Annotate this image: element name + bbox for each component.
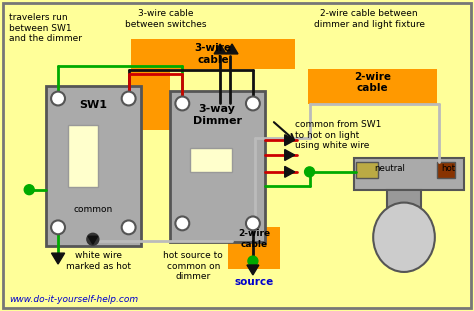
Bar xyxy=(228,227,280,269)
Polygon shape xyxy=(285,135,295,146)
Bar xyxy=(46,86,141,246)
Polygon shape xyxy=(247,265,259,275)
Bar xyxy=(68,125,98,187)
Text: neutral: neutral xyxy=(374,164,405,173)
Polygon shape xyxy=(88,236,98,244)
Circle shape xyxy=(51,91,65,105)
Circle shape xyxy=(248,256,258,266)
Text: 3-wire cable
between switches: 3-wire cable between switches xyxy=(125,9,206,29)
Polygon shape xyxy=(285,150,295,160)
Circle shape xyxy=(122,91,136,105)
Text: hot source to
common on
dimmer: hot source to common on dimmer xyxy=(164,251,223,281)
Text: 2-wire
cable: 2-wire cable xyxy=(354,72,391,93)
Circle shape xyxy=(87,233,99,245)
Text: 3-way
Dimmer: 3-way Dimmer xyxy=(192,104,242,126)
Polygon shape xyxy=(285,166,295,177)
Text: www.do-it-yourself-help.com: www.do-it-yourself-help.com xyxy=(9,295,138,304)
Bar xyxy=(308,69,437,104)
Polygon shape xyxy=(52,253,64,264)
Circle shape xyxy=(246,96,260,110)
Circle shape xyxy=(122,220,136,234)
Bar xyxy=(356,162,378,178)
Circle shape xyxy=(246,216,260,230)
Bar xyxy=(354,158,464,190)
Polygon shape xyxy=(214,44,226,54)
Text: source: source xyxy=(234,277,273,287)
Bar xyxy=(190,148,232,172)
Circle shape xyxy=(175,96,189,110)
Ellipse shape xyxy=(373,202,435,272)
Text: common from SW1
to hot on light
using white wire: common from SW1 to hot on light using wh… xyxy=(295,120,381,150)
Circle shape xyxy=(51,220,65,234)
Text: 3-wire
cable: 3-wire cable xyxy=(195,43,232,65)
Bar xyxy=(131,39,295,69)
Bar xyxy=(437,162,455,178)
Bar xyxy=(131,39,170,130)
Text: hot: hot xyxy=(441,164,455,173)
Text: 2-wire cable between
dimmer and light fixture: 2-wire cable between dimmer and light fi… xyxy=(314,9,425,29)
Text: white wire
marked as hot: white wire marked as hot xyxy=(66,251,131,271)
Text: SW1: SW1 xyxy=(79,100,107,109)
Text: common: common xyxy=(73,205,112,214)
Circle shape xyxy=(305,167,315,177)
Circle shape xyxy=(175,216,189,230)
Circle shape xyxy=(24,185,34,195)
Text: 2-wire
cable: 2-wire cable xyxy=(238,229,270,249)
Bar xyxy=(170,91,265,242)
Text: travelers run
between SW1
and the dimmer: travelers run between SW1 and the dimmer xyxy=(9,13,82,43)
Bar xyxy=(387,190,421,207)
Polygon shape xyxy=(226,44,238,54)
